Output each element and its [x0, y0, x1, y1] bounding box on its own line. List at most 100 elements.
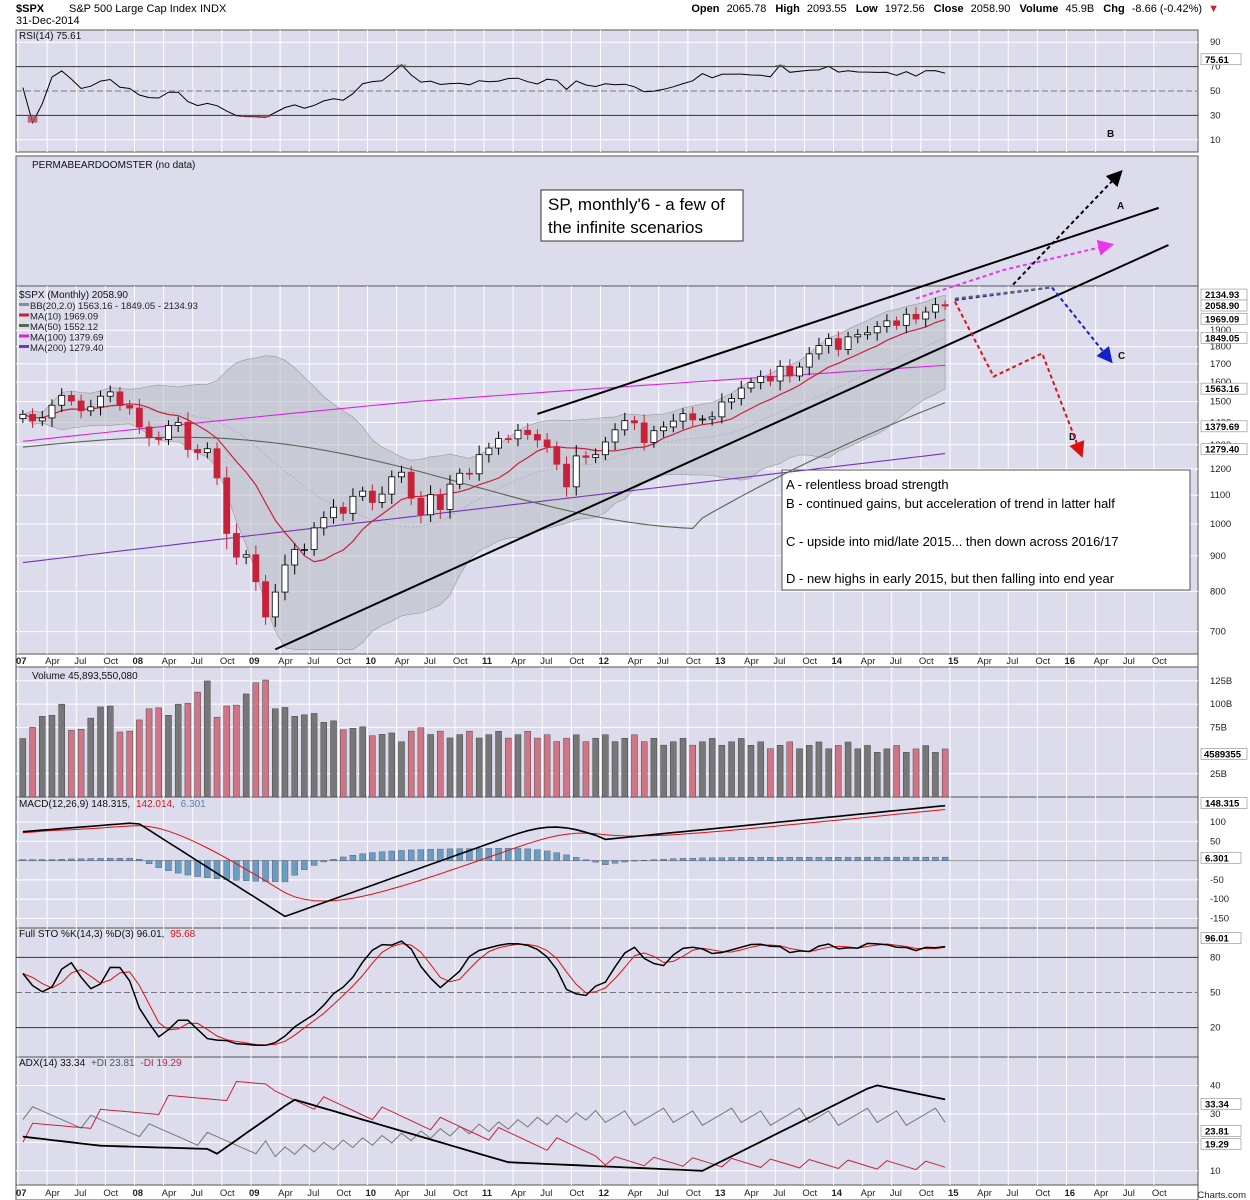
volume-bar	[718, 744, 726, 798]
x-tick-label: Apr	[628, 1188, 643, 1199]
macd-histogram-bar	[126, 857, 133, 861]
scenario-B-arrow	[1012, 170, 1123, 286]
sto-d-line	[22, 943, 946, 1046]
volume-bar	[291, 716, 298, 798]
candle-body	[378, 493, 386, 503]
volume-tick-label: 125B	[1210, 676, 1232, 687]
volume-bar	[48, 715, 56, 798]
macd-histogram-bar	[466, 848, 473, 861]
x-tick-label: 15	[948, 1188, 959, 1199]
x-tick-label: 08	[133, 656, 144, 667]
volume-bar	[58, 703, 65, 798]
candle-body	[718, 401, 726, 418]
exchange: INDX	[200, 3, 227, 15]
candle-body	[776, 365, 784, 382]
macd-histogram-bar	[475, 848, 483, 861]
price-tag-box	[1200, 382, 1248, 395]
candle-body	[631, 420, 638, 424]
adx-panel: ADX(14) 33.34 +DI 23.81 -DI 19.29 403020…	[16, 1058, 1221, 1177]
volume-bar	[145, 708, 153, 798]
candle-body	[864, 332, 871, 336]
price-tick-label: 1700	[1210, 359, 1231, 370]
candle-body	[87, 406, 95, 412]
legend-swatch	[19, 334, 29, 338]
legend-text: MA(100) 1379.69	[30, 333, 103, 344]
volume-bar	[893, 745, 900, 798]
close-label: Close	[934, 3, 964, 15]
x-tick-label: Apr	[511, 1188, 526, 1199]
volume-bar	[495, 731, 502, 798]
macd-histogram-bar	[417, 849, 425, 861]
candle-body	[97, 395, 104, 408]
adx-tag-value: 23.81	[1205, 1126, 1229, 1137]
macd-histogram-bar	[854, 856, 861, 861]
x-tick-label: Apr	[861, 656, 876, 667]
volume-bar	[456, 734, 463, 798]
volume-bar	[679, 738, 687, 798]
volume-bar	[767, 748, 774, 798]
x-axis-strip-bottom	[15, 1184, 1199, 1200]
candle-body	[213, 448, 221, 479]
x-tick-label: 11	[482, 1188, 493, 1199]
x-tick-label: Oct	[453, 656, 468, 667]
sto-title-signal: 95.68	[170, 929, 195, 940]
volume-bar	[174, 703, 182, 798]
x-tick-label: Oct	[103, 656, 118, 667]
macd-histogram-bar	[592, 860, 599, 863]
x-tick-label: Oct	[686, 1188, 701, 1199]
x-tick-label: Oct	[1152, 656, 1167, 667]
price-tick-label: 1100	[1210, 490, 1230, 501]
volume-bar	[475, 737, 483, 798]
price-tag-value: 2058.90	[1205, 301, 1239, 312]
x-tick-label: Jul	[1123, 656, 1135, 667]
rsi-title: RSI(14) 75.61	[19, 31, 82, 42]
price-tag-box	[1200, 299, 1248, 312]
x-tick-label: Oct	[1035, 656, 1050, 667]
candle-body	[135, 407, 143, 428]
sto-tag-value: 96.01	[1205, 934, 1229, 945]
macd-histogram-bar	[582, 859, 590, 861]
candle-body	[194, 449, 202, 453]
volume-bar	[378, 734, 386, 798]
x-tick-label: 16	[1065, 1188, 1076, 1199]
x-tick-label: Jul	[540, 1188, 552, 1199]
scenario-c-label: C	[1118, 351, 1125, 362]
macd-tick-label: -50	[1210, 875, 1224, 886]
rsi-oversold-fill	[260, 115, 271, 118]
macd-histogram-bar	[107, 858, 114, 861]
macd-histogram-bar	[738, 857, 745, 861]
scenario-a-label: A	[1117, 201, 1124, 212]
x-tick-label: 14	[832, 1188, 843, 1199]
x-tick-label: Apr	[861, 1188, 876, 1199]
macd-histogram-bar	[864, 856, 871, 861]
rsi-tick-label: 10	[1210, 135, 1221, 146]
volume-bar	[650, 738, 658, 798]
high-label: High	[775, 3, 800, 15]
macd-histogram-bar	[670, 858, 677, 861]
x-tick-label: Jul	[657, 1188, 669, 1199]
x-tick-label: Apr	[511, 656, 526, 667]
volume-bar	[407, 730, 415, 798]
low-value: 1972.56	[885, 3, 925, 15]
chart-header: $SPX S&P 500 Large Cap Index INDX 31-Dec…	[16, 3, 1246, 1200]
volume-bar	[640, 741, 648, 798]
legend-text: MA(10) 1969.09	[30, 312, 98, 323]
candle-body	[912, 313, 920, 320]
macd-tick-label: 100	[1210, 817, 1226, 828]
macd-histogram-bar	[573, 857, 580, 861]
price-legend: BB(20,2.0) 1563.16 - 1849.05 - 2134.93MA…	[19, 301, 198, 354]
volume-bar	[194, 691, 201, 798]
volume-bar	[728, 741, 735, 798]
macd-histogram-bar	[408, 849, 415, 861]
candle-body	[165, 425, 172, 440]
candle-body	[155, 437, 163, 440]
x-tick-label: 07	[16, 656, 27, 667]
candle-body	[233, 533, 240, 558]
candle-body	[485, 447, 493, 456]
permabear-title: PERMABEARDOOMSTER (no data)	[32, 160, 195, 171]
macd-histogram-bar	[825, 857, 832, 861]
volume-bar	[786, 741, 794, 798]
adx-line	[22, 1084, 946, 1172]
price-tag-box	[1200, 313, 1248, 325]
x-tick-label: Apr	[1094, 656, 1109, 667]
